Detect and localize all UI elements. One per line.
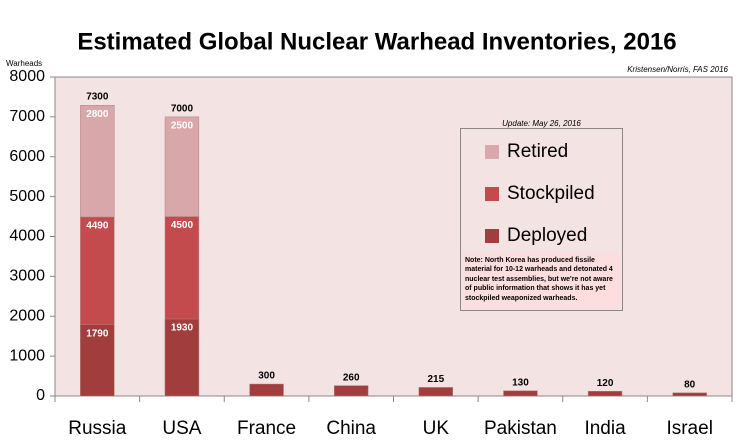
y-tick-label: 7000 — [9, 108, 45, 125]
legend-swatch — [485, 229, 499, 243]
y-tick-label: 6000 — [9, 148, 45, 165]
total-label: 215 — [427, 374, 444, 385]
y-tick-label: 2000 — [9, 307, 45, 324]
bar-segment — [164, 318, 200, 397]
x-tick-label: India — [584, 418, 626, 439]
chart-title: Estimated Global Nuclear Warhead Invento… — [77, 28, 676, 55]
total-label: 80 — [684, 379, 696, 390]
bar — [503, 390, 538, 397]
legend-entry: Deployed — [485, 225, 587, 247]
bar-segment — [164, 116, 200, 217]
y-tick-label: 1000 — [9, 347, 45, 364]
x-tick-label: Israel — [666, 418, 712, 439]
y-tick-label: 3000 — [9, 268, 45, 285]
legend-label: Retired — [507, 141, 569, 162]
bar — [418, 387, 453, 397]
y-tick-label: 8000 — [9, 68, 45, 85]
x-tick-label: UK — [423, 418, 450, 439]
legend-entry: Retired — [485, 141, 568, 163]
total-label: 7300 — [86, 92, 109, 103]
y-tick-label: 0 — [36, 387, 45, 404]
bar — [334, 385, 369, 397]
data-label: 1790 — [86, 328, 109, 339]
bar — [672, 392, 707, 397]
bar — [587, 390, 623, 397]
y-tick-label: 5000 — [9, 188, 45, 205]
plot-area — [54, 76, 733, 397]
data-label: 4490 — [86, 221, 109, 232]
total-label: 130 — [512, 377, 529, 388]
data-label: 4500 — [171, 220, 194, 231]
legend-swatch — [485, 145, 499, 159]
data-label: 2800 — [86, 109, 109, 120]
x-tick-label: Russia — [68, 418, 127, 439]
data-label: 1930 — [171, 323, 194, 334]
bar — [249, 383, 284, 397]
total-label: 120 — [597, 378, 614, 389]
x-tick-label: Pakistan — [484, 418, 557, 439]
total-label: 300 — [258, 371, 275, 382]
note: Note: North Korea has produced fissile m… — [462, 253, 621, 309]
bar-segment — [80, 105, 115, 218]
source: Kristensen/Norris, FAS 2016 — [627, 65, 728, 74]
y-tick-label: 4000 — [9, 228, 45, 245]
legend-label: Stockpiled — [507, 183, 595, 204]
x-tick-label: China — [326, 418, 376, 439]
legend-entry: Stockpiled — [485, 183, 595, 205]
y-axis-label: Warheads — [6, 59, 42, 68]
total-label: 260 — [343, 372, 360, 383]
legend-label: Deployed — [507, 225, 588, 246]
bar-segment — [80, 324, 115, 397]
legend: Note: North Korea has produced fissile m… — [460, 128, 623, 311]
update-note: Update: May 26, 2016 — [502, 119, 581, 128]
x-tick-label: France — [237, 418, 296, 439]
x-tick-label: USA — [162, 418, 201, 439]
legend-swatch — [485, 187, 499, 201]
data-label: 2500 — [171, 121, 194, 132]
total-label: 7000 — [171, 104, 194, 115]
